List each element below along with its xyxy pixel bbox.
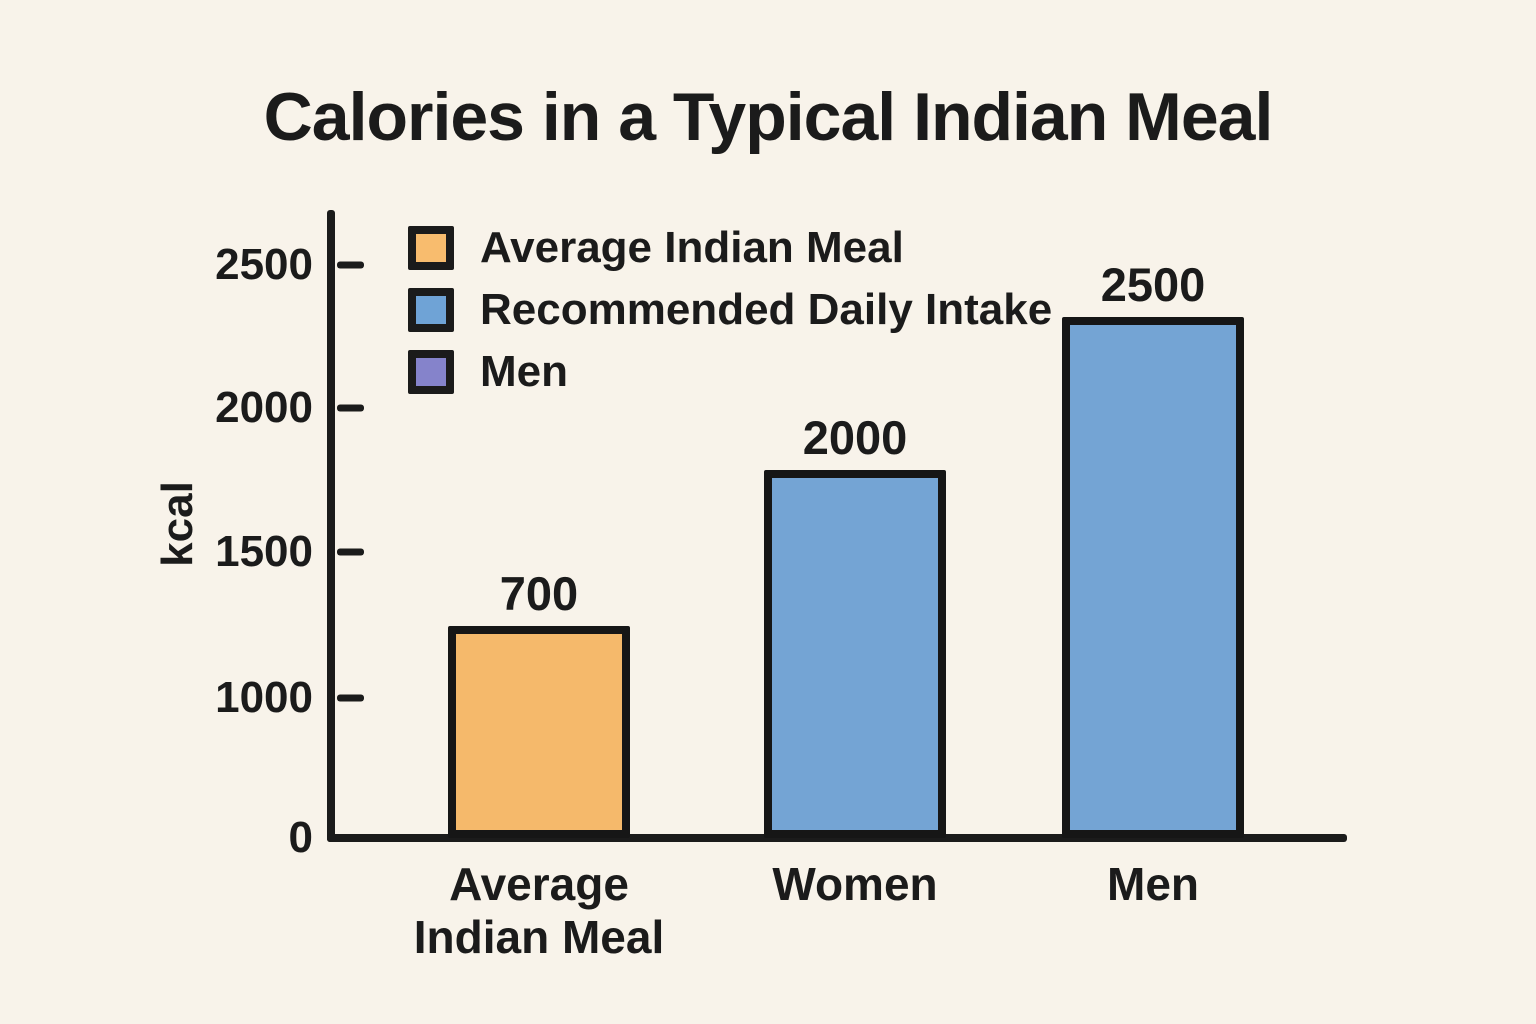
legend: Average Indian Meal Recommended Daily In… — [408, 226, 1052, 412]
y-tick-label-1000: 1000 — [0, 673, 313, 723]
bar-value-label: 2000 — [803, 414, 908, 461]
legend-swatch-blue — [408, 288, 454, 332]
y-tick-mark — [337, 262, 364, 269]
x-tick-label-average-indian-meal: Average Indian Meal — [389, 858, 689, 964]
x-tick-label-men: Men — [1003, 858, 1303, 911]
chart-canvas: Calories in a Typical Indian Meal Averag… — [0, 0, 1536, 1024]
legend-item-average-indian-meal: Average Indian Meal — [408, 226, 1052, 270]
y-tick-mark — [337, 405, 364, 412]
y-tick-label-2000: 2000 — [0, 383, 313, 433]
y-tick-label-0: 0 — [0, 813, 313, 863]
bar-average-indian-meal: 700 — [448, 570, 630, 838]
bar-rect-average-indian-meal — [448, 626, 630, 838]
y-tick-mark — [337, 549, 364, 556]
bar-value-label: 700 — [500, 570, 578, 617]
y-tick-label-2500: 2500 — [0, 240, 313, 290]
bar-men: 2500 — [1062, 261, 1244, 838]
chart-title: Calories in a Typical Indian Meal — [0, 78, 1536, 156]
legend-swatch-purple — [408, 350, 454, 394]
legend-item-recommended-daily-intake: Recommended Daily Intake — [408, 288, 1052, 332]
legend-label: Average Indian Meal — [480, 226, 904, 270]
bar-rect-men — [1062, 317, 1244, 838]
bar-rect-women — [764, 470, 946, 838]
legend-item-men: Men — [408, 350, 1052, 394]
x-tick-label-women: Women — [705, 858, 1005, 911]
legend-swatch-orange — [408, 226, 454, 270]
bar-women: 2000 — [764, 414, 946, 838]
legend-label: Recommended Daily Intake — [480, 288, 1052, 332]
bar-value-label: 2500 — [1101, 261, 1206, 308]
y-axis-line — [327, 210, 335, 842]
y-tick-mark — [337, 695, 364, 702]
y-tick-label-1500: 1500 — [0, 527, 313, 577]
legend-label: Men — [480, 350, 568, 394]
